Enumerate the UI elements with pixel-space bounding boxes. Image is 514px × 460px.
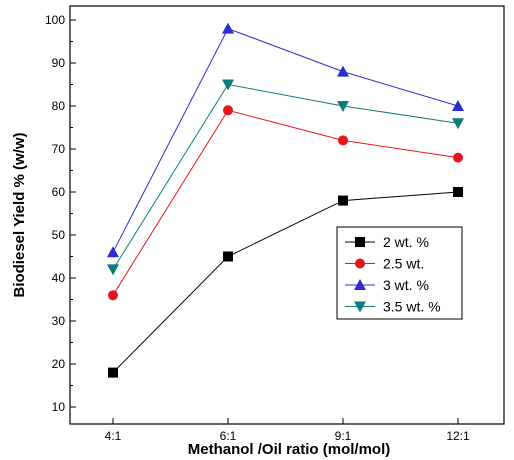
- legend-marker: [354, 301, 366, 313]
- y-tick-label: 30: [52, 314, 66, 328]
- y-tick-label: 60: [52, 185, 66, 199]
- legend-label: 3.5 wt. %: [383, 299, 441, 315]
- x-axis: 4:1 6:1 9:1 12:1: [105, 418, 470, 443]
- data-point: [108, 367, 118, 378]
- x-tick-label: 6:1: [220, 429, 237, 443]
- series-lines: [112, 27, 459, 373]
- series-line: [112, 191, 459, 373]
- y-tick-label: 10: [52, 400, 66, 414]
- y-axis-title: Biodiesel Yield % (w/w): [11, 132, 28, 297]
- y-tick-label: 40: [52, 271, 66, 285]
- y-axis: 10 20 30 40 50 60 70 80 90 100: [45, 13, 76, 414]
- series-markers: [107, 22, 464, 378]
- data-point: [107, 264, 119, 276]
- x-axis-title: Methanol /Oil ratio (mol/mol): [188, 441, 391, 458]
- data-point: [337, 65, 349, 77]
- data-point: [107, 246, 119, 258]
- data-point: [453, 152, 463, 163]
- data-point: [108, 290, 118, 301]
- legend-label: 2.5 wt.: [383, 256, 424, 272]
- y-tick-label: 100: [45, 13, 65, 27]
- series-line: [112, 27, 459, 253]
- data-point: [222, 22, 234, 34]
- legend-marker: [355, 237, 365, 247]
- legend-marker: [355, 258, 365, 269]
- legend-label: 2 wt. %: [383, 234, 429, 250]
- data-point: [223, 251, 233, 262]
- data-point: [222, 79, 234, 91]
- legend: 2 wt. % 2.5 wt. 3 wt. % 3.5 wt. %: [336, 226, 463, 320]
- x-tick-label: 4:1: [105, 429, 122, 443]
- y-tick-label: 70: [52, 142, 66, 156]
- series-line: [112, 109, 459, 296]
- data-point: [338, 195, 348, 206]
- y-tick-label: 80: [52, 99, 66, 113]
- x-tick-label: 9:1: [335, 429, 352, 443]
- plot-frame: [69, 5, 505, 425]
- data-point: [338, 135, 348, 146]
- data-point: [223, 105, 233, 116]
- legend-label: 3 wt. %: [383, 277, 429, 293]
- legend-marker: [354, 279, 366, 290]
- y-tick-label: 20: [52, 357, 66, 371]
- series-line: [112, 83, 459, 270]
- data-point: [452, 100, 464, 111]
- data-point: [453, 187, 463, 197]
- y-tick-label: 90: [52, 56, 66, 70]
- data-point: [337, 101, 349, 112]
- x-tick-label: 12:1: [446, 429, 470, 443]
- data-point: [452, 118, 464, 130]
- y-tick-label: 50: [52, 228, 66, 242]
